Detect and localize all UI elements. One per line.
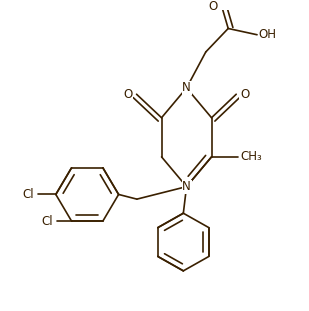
Text: O: O [124, 88, 133, 101]
Text: O: O [209, 0, 218, 13]
Text: N: N [182, 81, 191, 95]
Text: Cl: Cl [42, 215, 53, 228]
Text: OH: OH [259, 28, 277, 41]
Text: N: N [182, 180, 191, 193]
Text: Cl: Cl [23, 188, 34, 201]
Text: CH₃: CH₃ [240, 150, 262, 163]
Text: O: O [240, 88, 249, 101]
